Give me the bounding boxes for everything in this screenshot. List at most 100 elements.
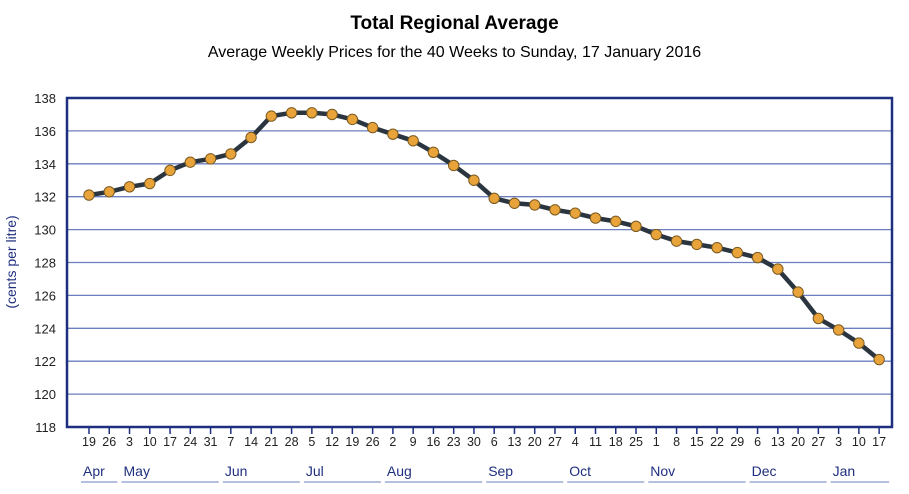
x-tick-label: 9 xyxy=(410,435,417,449)
data-point xyxy=(853,337,865,349)
data-point xyxy=(326,108,338,121)
x-tick-label: 26 xyxy=(366,435,380,449)
x-tick-label: 20 xyxy=(791,435,805,449)
x-tick-label: 6 xyxy=(491,435,498,449)
x-tick-label: 7 xyxy=(227,435,234,449)
x-tick-label: 4 xyxy=(572,435,579,449)
x-tick-label: 3 xyxy=(835,435,842,449)
x-tick-label: 6 xyxy=(754,435,761,449)
series-line xyxy=(88,110,881,362)
x-tick-label: 8 xyxy=(673,435,680,449)
plot-frame xyxy=(65,96,894,429)
x-tick-label: 19 xyxy=(82,435,96,449)
x-tick-label: 1 xyxy=(653,435,660,449)
data-point xyxy=(387,128,399,140)
y-tick-label: 126 xyxy=(34,288,56,303)
month-label: Jul xyxy=(306,463,324,479)
x-tick-label: 28 xyxy=(285,435,299,449)
x-tick-label: 13 xyxy=(771,435,785,449)
month-label: Nov xyxy=(650,463,675,479)
y-axis-ticks: 118 120 122 124 126 128 130 132 134 136 138 xyxy=(34,91,56,435)
chart-subtitle: Average Weekly Prices for the 40 Weeks t… xyxy=(207,44,702,61)
y-tick-label: 128 xyxy=(34,256,56,271)
x-tick-label: 26 xyxy=(102,435,116,449)
x-tick-label: 21 xyxy=(264,435,278,449)
y-tick-label: 118 xyxy=(35,420,56,435)
x-tick-label: 30 xyxy=(467,435,481,449)
month-label: Dec xyxy=(752,463,777,479)
y-tick-label: 120 xyxy=(34,387,56,402)
x-tick-label: 3 xyxy=(126,435,133,449)
data-point xyxy=(832,324,845,336)
data-point xyxy=(650,228,662,241)
month-label: Jun xyxy=(225,463,248,479)
data-point xyxy=(670,235,683,247)
data-point xyxy=(812,312,825,325)
x-tick-label: 19 xyxy=(345,435,359,449)
data-point xyxy=(83,189,95,201)
data-point xyxy=(306,107,318,119)
x-tick-label: 24 xyxy=(183,435,197,449)
x-tick-label: 14 xyxy=(244,435,258,449)
data-point xyxy=(366,121,379,134)
x-tick-label: 25 xyxy=(629,435,643,449)
x-axis-ticks: 19 26 3 10 17 24 31 7 14 21 28 5 12 19 26 2 9 16 23 30 6 13 20… xyxy=(82,427,886,449)
data-point xyxy=(123,181,136,193)
y-tick-label: 122 xyxy=(34,354,56,369)
data-point xyxy=(751,251,764,264)
y-tick-label: 136 xyxy=(34,124,56,139)
data-point xyxy=(265,110,278,122)
data-point xyxy=(164,164,176,177)
data-point xyxy=(549,204,561,216)
month-label: Jan xyxy=(833,463,856,479)
data-point xyxy=(731,246,744,259)
data-point xyxy=(873,353,885,366)
month-label: Apr xyxy=(83,463,105,479)
x-tick-label: 20 xyxy=(528,435,542,449)
data-point xyxy=(427,146,440,158)
x-tick-label: 10 xyxy=(143,435,157,449)
x-tick-label: 29 xyxy=(730,435,744,449)
data-point xyxy=(691,238,703,251)
y-tick-label: 132 xyxy=(34,190,56,205)
gridlines xyxy=(67,130,892,395)
x-tick-label: 27 xyxy=(811,435,825,449)
y-axis-label: (cents per litre) xyxy=(3,215,19,308)
y-tick-label: 134 xyxy=(34,157,56,172)
data-point xyxy=(204,153,217,165)
y-tick-label: 138 xyxy=(34,91,56,106)
data-point xyxy=(508,197,521,209)
data-point xyxy=(610,215,622,228)
x-tick-label: 15 xyxy=(690,435,704,449)
data-point xyxy=(468,174,480,186)
data-point xyxy=(772,263,784,275)
data-point xyxy=(589,212,602,224)
data-point xyxy=(225,148,237,160)
month-label: May xyxy=(124,463,150,479)
x-tick-label: 22 xyxy=(710,435,724,449)
month-label: Sep xyxy=(488,463,513,479)
x-tick-label: 23 xyxy=(447,435,461,449)
series-markers xyxy=(83,107,885,366)
x-tick-label: 17 xyxy=(163,435,177,449)
y-tick-label: 130 xyxy=(34,223,56,238)
data-point xyxy=(569,207,581,219)
data-point xyxy=(630,220,642,233)
x-tick-label: 27 xyxy=(548,435,562,449)
data-point xyxy=(184,156,197,168)
chart-title: Total Regional Average xyxy=(350,13,559,34)
x-tick-label: 12 xyxy=(325,435,339,449)
data-point xyxy=(488,192,500,205)
x-tick-label: 2 xyxy=(389,435,396,449)
x-tick-label: 16 xyxy=(426,435,440,449)
x-tick-label: 11 xyxy=(589,435,602,449)
data-point xyxy=(792,286,804,298)
data-point xyxy=(407,135,419,147)
month-labels: Apr May Jun Jul Aug Sep Oct Nov Dec Jan xyxy=(81,463,890,483)
x-tick-label: 17 xyxy=(872,435,886,449)
x-tick-label: 13 xyxy=(508,435,522,449)
data-point xyxy=(245,131,257,144)
x-tick-label: 31 xyxy=(204,435,218,449)
data-point xyxy=(144,177,156,190)
